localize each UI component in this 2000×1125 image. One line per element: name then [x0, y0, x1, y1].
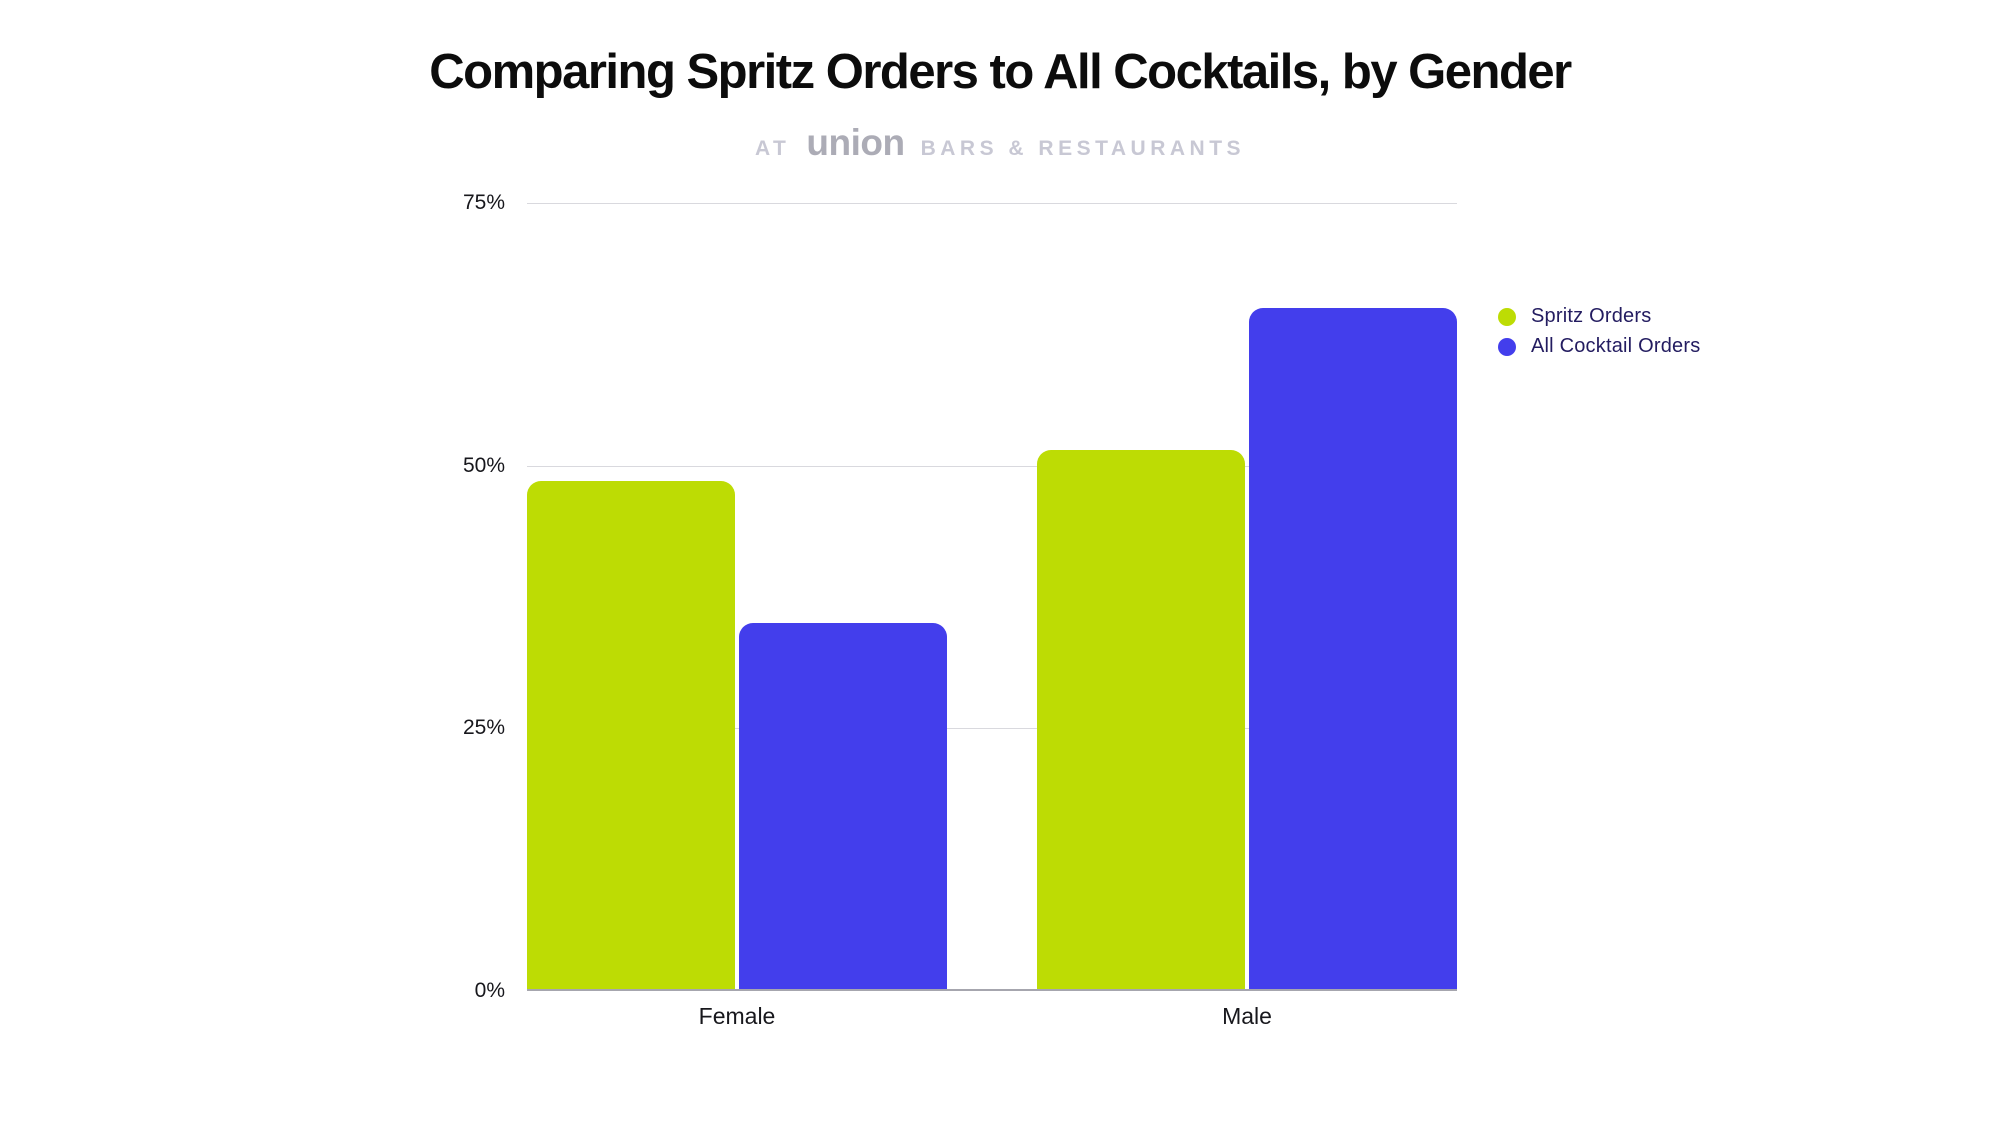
gridline-50-	[527, 466, 1457, 467]
bar-female-spritz-orders	[527, 481, 735, 991]
chart-subtitle: AT union BARS & RESTAURANTS	[0, 122, 2000, 164]
x-axis-baseline	[527, 989, 1457, 991]
chart-title: Comparing Spritz Orders to All Cocktails…	[429, 45, 1572, 99]
legend: Spritz Orders All Cocktail Orders	[1498, 305, 1700, 358]
bar-male-spritz-orders	[1037, 450, 1245, 991]
legend-item-spritz-orders: Spritz Orders	[1498, 305, 1700, 328]
bar-male-all-cocktail-orders	[1249, 308, 1457, 991]
legend-item-all-cocktail-orders: All Cocktail Orders	[1498, 335, 1700, 358]
y-tick-label-50-: 50%	[462, 454, 505, 477]
x-axis-label-female: Female	[698, 1003, 776, 1029]
gridline-25-	[527, 728, 1457, 729]
subtitle-prefix: AT	[754, 137, 791, 160]
y-tick-label-75-: 75%	[462, 191, 505, 214]
subtitle-suffix: BARS & RESTAURANTS	[920, 137, 1246, 160]
legend-label-all-cocktail-orders: All Cocktail Orders	[1531, 335, 1701, 357]
y-tick-label-25-: 25%	[462, 716, 505, 739]
plot-area: 0% 25% 50% 75% Female Male	[463, 191, 1457, 1029]
legend-label-spritz-orders: Spritz Orders	[1531, 305, 1652, 327]
union-brand-logo: union	[806, 122, 905, 163]
legend-swatch-spritz-orders	[1498, 307, 1516, 326]
x-axis-label-male: Male	[1222, 1003, 1272, 1029]
gridline-75-	[527, 203, 1457, 204]
legend-swatch-all-cocktail-orders	[1498, 337, 1516, 356]
bar-female-all-cocktail-orders	[739, 623, 947, 991]
y-tick-label-0-: 0%	[474, 979, 505, 1002]
